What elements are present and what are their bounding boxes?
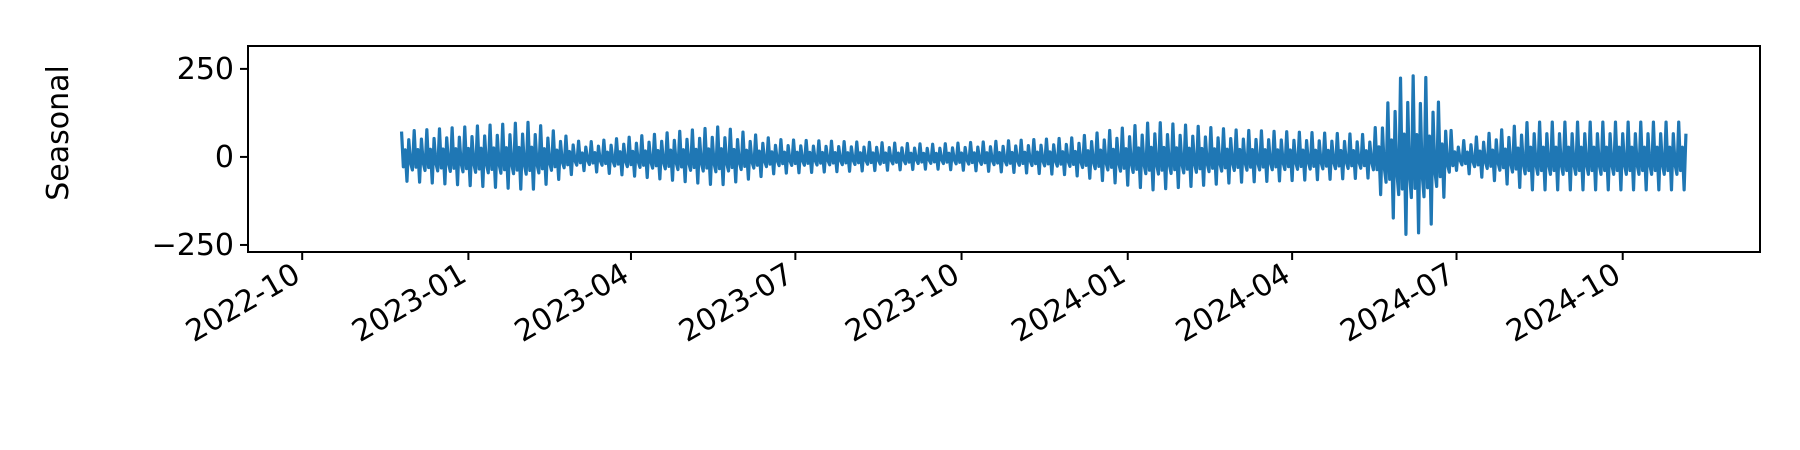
y-tick-label: 250: [177, 52, 234, 87]
x-tick-label: 2024-07: [1334, 257, 1460, 350]
x-tick-label: 2023-01: [346, 257, 472, 350]
seasonal-series-line: [399, 74, 1688, 236]
x-tick-label: 2023-07: [673, 257, 799, 350]
x-tick-label: 2024-10: [1501, 257, 1627, 350]
y-axis-label: Seasonal: [41, 65, 76, 201]
x-tick-label: 2024-01: [1006, 257, 1132, 350]
x-tick-label: 2023-10: [839, 257, 965, 350]
y-tick-label: 0: [215, 140, 234, 175]
x-tick-label: 2024-04: [1170, 257, 1296, 350]
x-tick-label: 2022-10: [180, 257, 306, 350]
plot-area: [399, 74, 1688, 236]
y-tick-label: −250: [152, 228, 234, 263]
x-tick-label: 2023-04: [509, 257, 635, 350]
plot-frame: [247, 45, 1761, 253]
